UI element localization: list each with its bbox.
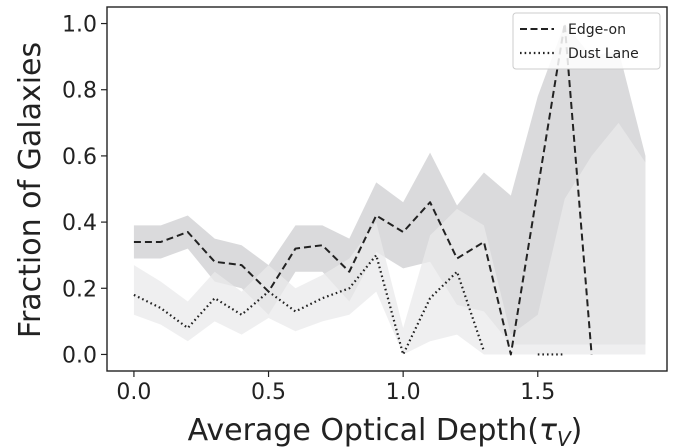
y-tick-label: 0.6 [62, 145, 97, 170]
band-edge-on [133, 23, 646, 345]
y-tick-label: 0.4 [62, 211, 97, 236]
y-tick-label: 0.2 [62, 277, 97, 302]
y-tick-label: 0.0 [62, 343, 97, 368]
y-tick-label: 1.0 [62, 13, 97, 38]
x-tick-label: 0.5 [251, 380, 286, 405]
series-lines [133, 22, 593, 356]
x-axis-title: Average Optical Depth(τV) [188, 413, 583, 448]
legend-label-edge-on: Edge-on [568, 22, 626, 38]
legend-box [512, 12, 661, 70]
y-axis: 0.0 0.2 0.4 0.6 0.8 1.0 [62, 13, 107, 368]
legend-label-dust-lane: Dust Lane [568, 46, 639, 62]
y-axis-title: Fraction of Galaxies [13, 42, 48, 338]
y-tick-label: 0.8 [62, 79, 97, 104]
x-axis: 0.0 0.5 1.0 1.5 [116, 371, 555, 405]
x-tick-label: 1.0 [386, 380, 421, 405]
x-tick-label: 0.0 [116, 380, 151, 405]
plot-frame [106, 6, 668, 372]
legend: Edge-on Dust Lane [512, 12, 661, 70]
line-edge-on [133, 22, 593, 356]
x-tick-label: 1.5 [520, 380, 555, 405]
line-dust-lane [133, 254, 485, 356]
